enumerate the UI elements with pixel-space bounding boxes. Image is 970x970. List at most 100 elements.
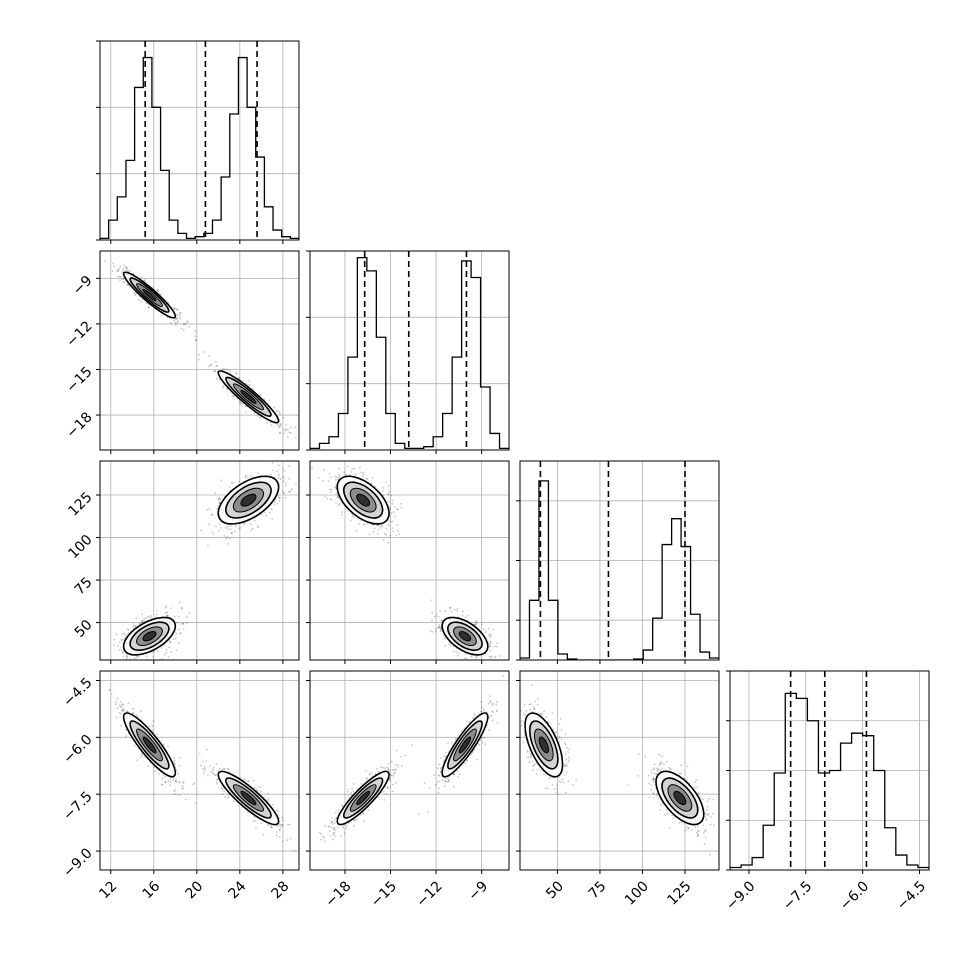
sample-point	[371, 523, 374, 526]
sample-point	[244, 405, 247, 407]
scatter-panel-3-1	[306, 670, 510, 874]
sample-point	[121, 709, 124, 712]
sample-point	[160, 783, 163, 786]
sample-point	[117, 270, 120, 273]
sample-point	[125, 735, 127, 738]
sample-point	[488, 633, 491, 636]
sample-point	[283, 470, 286, 472]
sample-point	[443, 634, 445, 637]
sample-point	[337, 495, 339, 498]
sample-point	[201, 760, 204, 763]
sample-point	[282, 416, 285, 419]
sample-point	[122, 277, 125, 280]
sample-point	[180, 787, 183, 789]
sample-point	[140, 620, 143, 623]
sample-point	[218, 498, 220, 500]
sample-point	[140, 300, 143, 303]
sample-point	[468, 720, 471, 723]
sample-point	[489, 635, 492, 638]
sample-point	[385, 533, 388, 536]
sample-point	[271, 826, 273, 829]
sample-point	[152, 656, 155, 658]
sample-point	[208, 523, 211, 526]
sample-point	[228, 369, 231, 372]
sample-point	[216, 365, 219, 367]
sample-point	[113, 644, 116, 646]
sample-point	[229, 525, 232, 528]
sample-point	[501, 664, 503, 666]
sample-point	[126, 268, 129, 271]
sample-point	[167, 614, 169, 617]
sample-point	[203, 765, 206, 768]
sample-point	[175, 633, 178, 635]
sample-point	[336, 475, 338, 478]
sample-point	[245, 779, 247, 782]
sample-point	[284, 496, 287, 499]
sample-point	[167, 745, 169, 748]
sample-point	[169, 641, 172, 644]
sample-point	[223, 384, 226, 387]
sample-point	[329, 476, 332, 479]
sample-point	[219, 498, 222, 501]
sample-point	[481, 736, 484, 739]
sample-point	[250, 475, 253, 477]
sample-point	[390, 494, 393, 497]
sample-point	[232, 481, 235, 484]
sample-point	[464, 616, 467, 619]
sample-point	[454, 738, 457, 741]
sample-point	[340, 514, 343, 516]
sample-point	[180, 606, 183, 609]
sample-point	[275, 410, 278, 413]
sample-point	[293, 849, 296, 852]
sample-point	[121, 633, 123, 636]
sample-point	[178, 315, 181, 318]
sample-point	[117, 275, 119, 278]
sample-point	[257, 472, 259, 475]
sample-point	[324, 495, 326, 498]
sample-point	[492, 628, 494, 631]
sample-point	[144, 279, 146, 281]
sample-point	[122, 707, 125, 710]
sample-point	[278, 432, 281, 434]
sample-point	[282, 819, 284, 821]
sample-point	[194, 339, 197, 342]
sample-point	[260, 822, 262, 824]
sample-point	[156, 613, 158, 616]
sample-point	[270, 826, 273, 829]
sample-point	[282, 467, 285, 470]
sample-point	[267, 792, 269, 795]
sample-point	[227, 796, 229, 799]
sample-point	[440, 619, 443, 622]
sample-point	[140, 753, 143, 756]
sample-point	[360, 471, 363, 474]
sample-point	[248, 780, 251, 782]
sample-point	[121, 709, 124, 712]
sample-point	[226, 535, 229, 538]
sample-point	[122, 655, 125, 658]
sample-point	[294, 436, 297, 439]
sample-point	[173, 615, 176, 618]
sample-point	[282, 475, 284, 478]
sample-point	[222, 368, 224, 370]
sample-point	[215, 365, 218, 367]
sample-point	[494, 663, 496, 665]
sample-point	[215, 783, 218, 785]
sample-point	[214, 774, 217, 776]
sample-point	[446, 781, 449, 783]
sample-point	[183, 323, 186, 325]
sample-point	[117, 269, 120, 272]
sample-point	[141, 619, 144, 622]
sample-point	[153, 766, 156, 769]
sample-point	[438, 625, 440, 628]
sample-point	[326, 497, 328, 500]
sample-point	[251, 527, 254, 530]
histogram-step-1	[310, 256, 509, 450]
sample-point	[243, 522, 246, 525]
sample-point	[143, 756, 146, 758]
sample-point	[389, 506, 391, 509]
sample-point	[192, 783, 195, 786]
sample-point	[270, 508, 273, 511]
sample-point	[279, 432, 282, 434]
sample-point	[462, 610, 464, 613]
sample-point	[224, 526, 227, 529]
